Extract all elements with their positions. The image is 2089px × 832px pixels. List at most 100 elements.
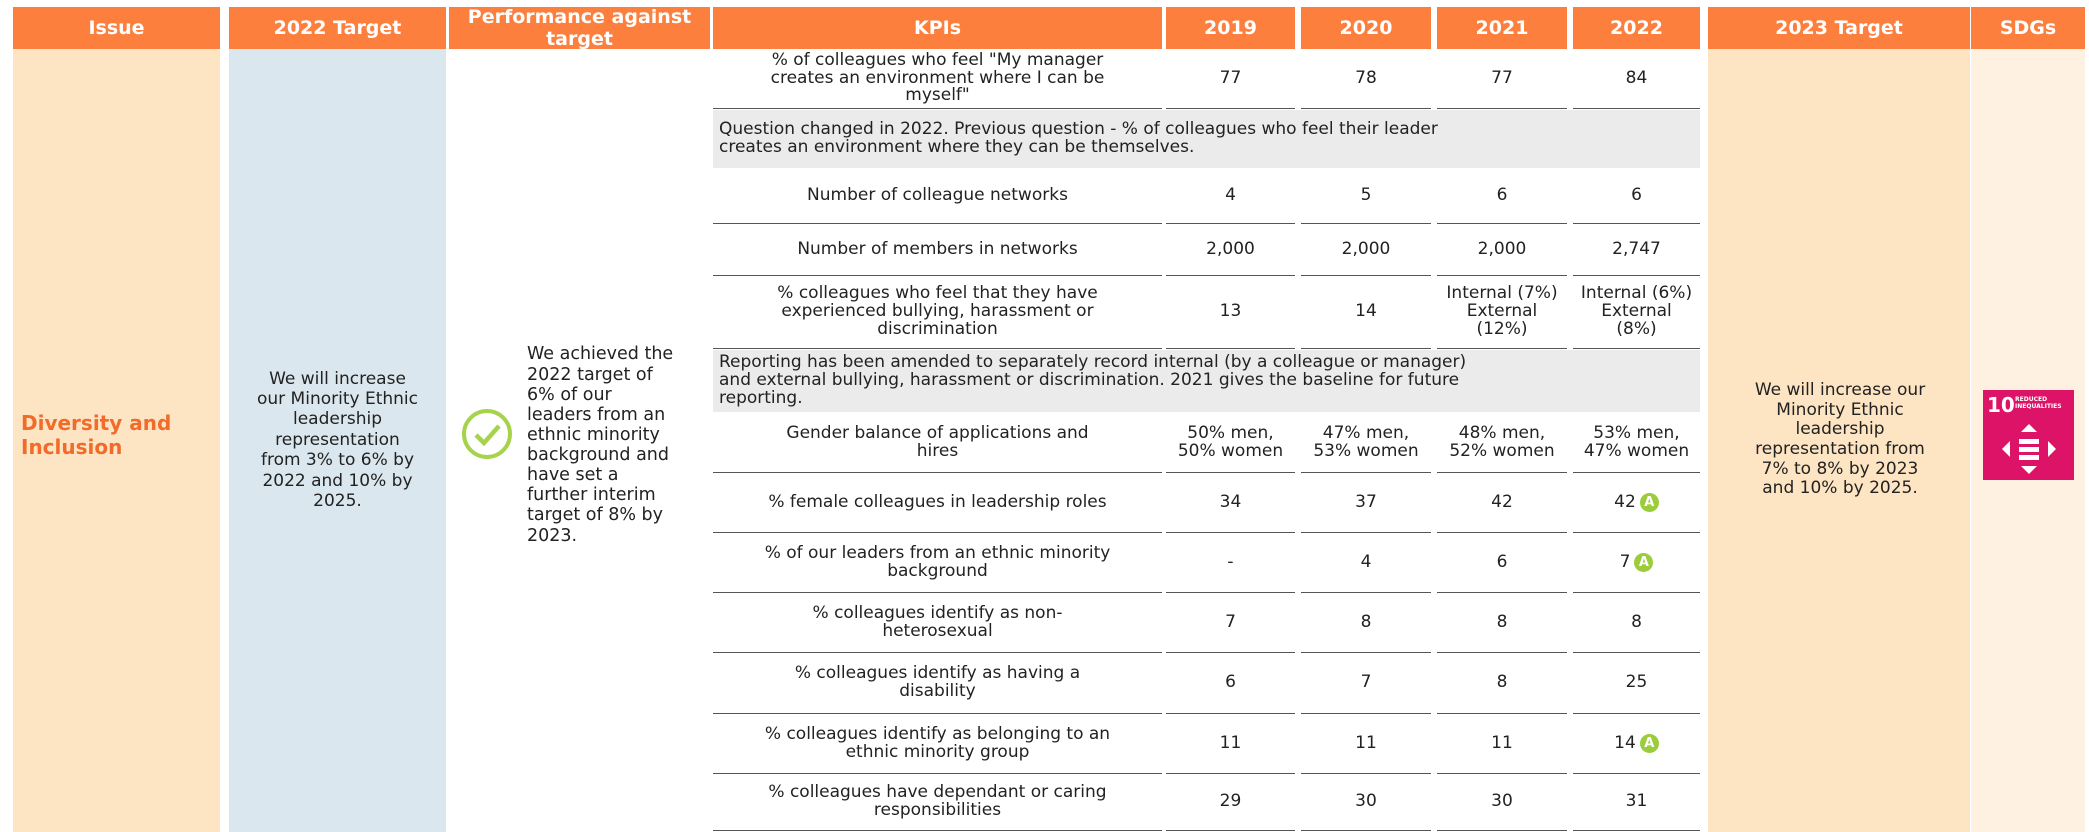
value-text: 48% men, 52% women	[1449, 422, 1555, 461]
sdg-symbol	[2002, 424, 2056, 474]
value: 2,000	[1301, 224, 1431, 276]
value: 6	[1573, 169, 1700, 224]
value-text: 47% men, 53% women	[1313, 422, 1419, 461]
value: 14 A	[1573, 714, 1700, 774]
value-text: 11	[1219, 732, 1242, 753]
value: 37	[1301, 473, 1431, 533]
value-text: 2,747	[1612, 238, 1661, 259]
value-text: 7	[1225, 611, 1236, 632]
header-cell: Issue	[13, 7, 220, 49]
sdg-label: REDUCED INEQUALITIES	[2015, 396, 2062, 410]
assured-badge: A	[1639, 734, 1659, 753]
value: Internal (6%) External (8%)	[1573, 276, 1700, 349]
value-text: 42	[1491, 491, 1513, 512]
kpi: % female colleagues in leadership roles	[713, 473, 1162, 533]
value: 11	[1437, 714, 1567, 774]
value-text: 8	[1631, 611, 1642, 632]
value: 29	[1166, 774, 1295, 831]
value-text: -	[1227, 551, 1234, 572]
kpi: % colleagues identify as having a disabi…	[713, 653, 1162, 714]
kpi: % of our leaders from an ethnic minority…	[713, 533, 1162, 593]
value-text: 30	[1355, 791, 1377, 812]
note-row: Reporting has been amended to separately…	[713, 350, 1700, 412]
value: 8	[1301, 593, 1431, 653]
value: 11	[1166, 714, 1295, 774]
value: 6	[1166, 653, 1295, 714]
value: 6	[1437, 169, 1567, 224]
value: 8	[1437, 653, 1567, 714]
kpi: % colleagues identify as belonging to an…	[713, 714, 1162, 774]
value: 34	[1166, 473, 1295, 533]
value-text: 5	[1360, 185, 1372, 206]
note-row: Question changed in 2022. Previous quest…	[713, 110, 1700, 168]
assured-badge: A	[1634, 553, 1654, 572]
value: 7	[1301, 653, 1431, 714]
value-text: 4	[1360, 551, 1372, 572]
value-text: 4	[1225, 185, 1236, 206]
target-2022-bg	[229, 49, 446, 832]
value: 42	[1437, 473, 1567, 533]
header-cell: SDGs	[1971, 7, 2085, 49]
issue-bg	[13, 49, 220, 832]
value: 2,000	[1437, 224, 1567, 276]
value-text: 6	[1496, 185, 1508, 206]
value: 4	[1166, 169, 1295, 224]
value: 84	[1573, 49, 1700, 109]
value-text: 30	[1491, 791, 1513, 812]
header-cell: 2022	[1573, 7, 1700, 49]
value: 8	[1437, 593, 1567, 653]
value-text: 14	[1614, 732, 1636, 753]
value-text: 34	[1219, 491, 1242, 512]
value-text: 42	[1614, 491, 1636, 512]
value-text: 77	[1219, 67, 1242, 88]
value-text: 6	[1225, 672, 1236, 693]
assured-badge: A	[1639, 493, 1659, 512]
value-text: 11	[1491, 732, 1513, 753]
value-text: 2,000	[1206, 238, 1255, 259]
header-cell: 2023 Target	[1708, 7, 1970, 49]
value: 30	[1437, 774, 1567, 831]
value-text: 8	[1496, 672, 1508, 693]
value-text: 29	[1219, 791, 1242, 812]
value: 4	[1301, 533, 1431, 593]
value-text: 2,000	[1477, 238, 1527, 259]
value-text: 14	[1355, 301, 1377, 322]
header-cell: Performance against target	[449, 6, 710, 50]
performance: We achieved the 2022 target of 6% of our…	[527, 344, 674, 546]
value: 6	[1437, 533, 1567, 593]
value-text: 77	[1491, 67, 1513, 88]
value: 78	[1301, 49, 1431, 109]
kpi: Number of colleague networks	[713, 169, 1162, 224]
value-text: 8	[1496, 611, 1508, 632]
sdg-icon	[1983, 390, 2074, 480]
sdg-number: 10	[1987, 393, 2015, 417]
header-cell: 2019	[1166, 7, 1295, 49]
value: 53% men, 47% women	[1573, 413, 1700, 473]
value: 14	[1301, 276, 1431, 349]
target-2023-bg	[1708, 49, 1970, 832]
value: 11	[1301, 714, 1431, 774]
value: 7	[1166, 593, 1295, 653]
value-text: Internal (7%) External (12%)	[1446, 283, 1558, 339]
value: -	[1166, 533, 1295, 593]
value-text: 8	[1360, 611, 1372, 632]
value-text: 78	[1355, 67, 1377, 88]
value-text: 6	[1496, 551, 1508, 572]
target-2022: We will increase our Minority Ethnic lea…	[256, 368, 418, 511]
value-text: 6	[1631, 185, 1642, 206]
value: 30	[1301, 774, 1431, 831]
value-text: 2,000	[1341, 238, 1391, 259]
header-cell: KPIs	[713, 7, 1162, 49]
kpi: % colleagues have dependant or caring re…	[713, 774, 1162, 831]
kpi: Number of members in networks	[713, 224, 1162, 276]
value: 13	[1166, 276, 1295, 349]
kpi: Gender balance of applications and hires	[713, 413, 1162, 473]
value: 48% men, 52% women	[1437, 413, 1567, 473]
value: 2,000	[1166, 224, 1295, 276]
value-text: 25	[1625, 672, 1648, 693]
header-cell: 2022 Target	[229, 7, 446, 49]
value: 42 A	[1573, 473, 1700, 533]
value: 2,747	[1573, 224, 1700, 276]
